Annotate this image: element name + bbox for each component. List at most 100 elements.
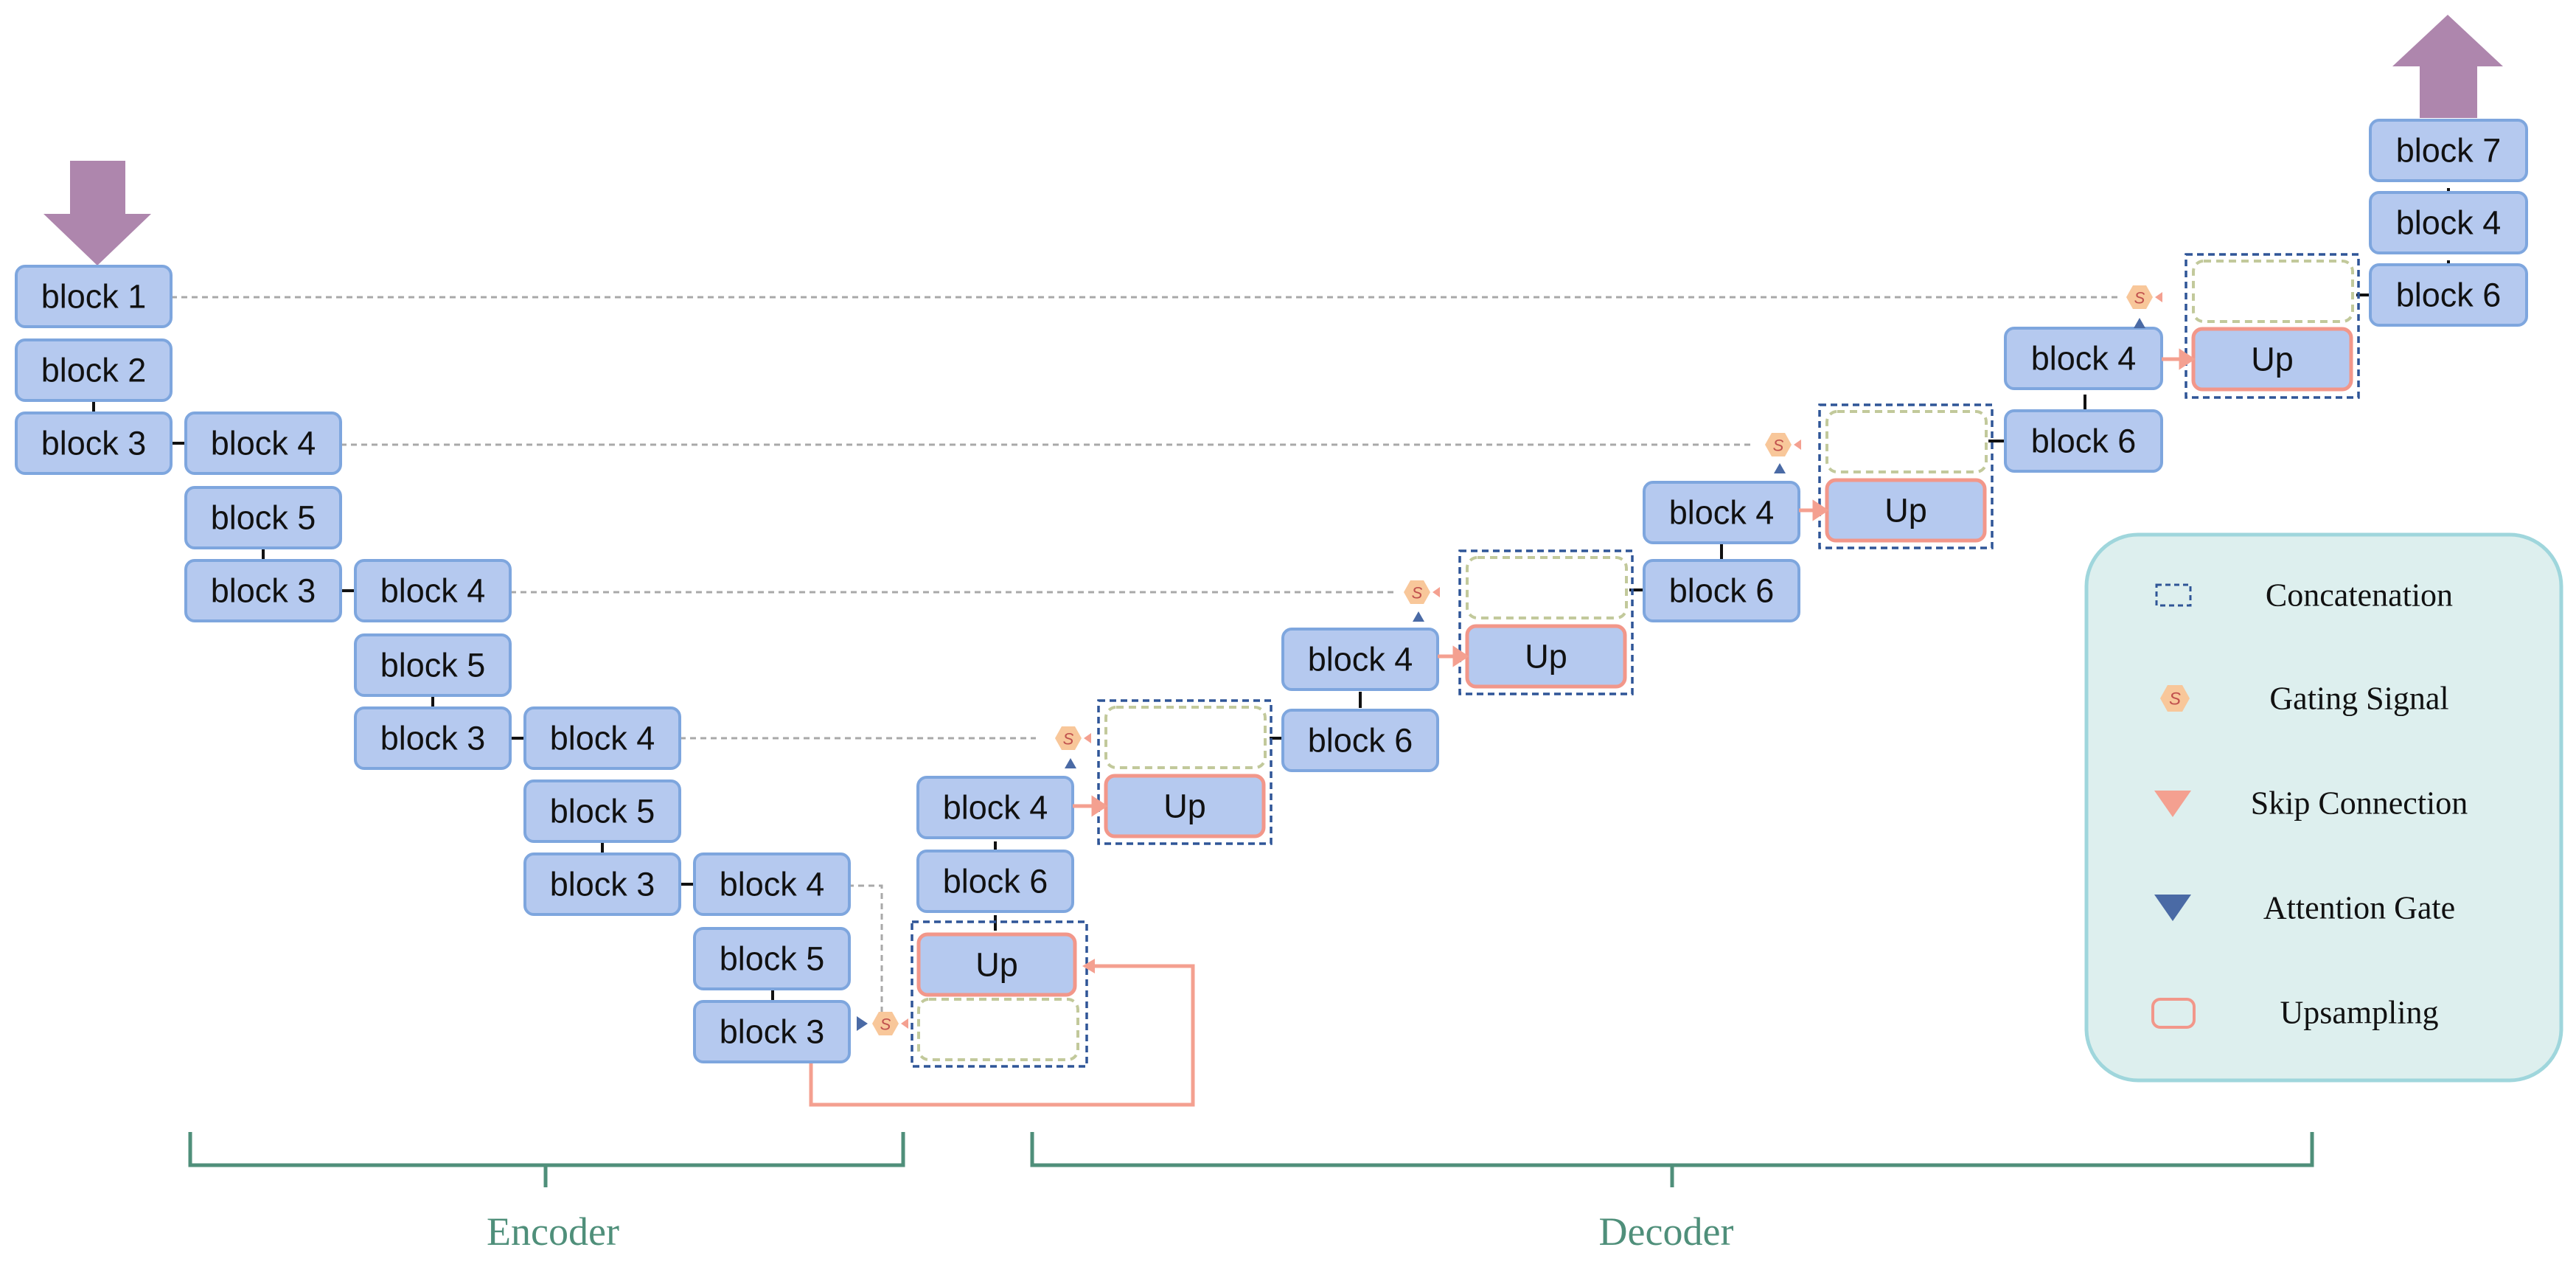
concatenation-icon <box>2155 583 2192 607</box>
concat-boxes <box>911 253 2360 1068</box>
skip-lines <box>171 296 2120 1021</box>
block-dec-b4a: block 4 <box>916 776 1074 839</box>
block-label: block 6 <box>1308 722 1413 760</box>
legend-attention-gate: Attention Gate <box>2263 890 2455 926</box>
encoder-brace <box>188 1132 905 1187</box>
decoder-brace <box>1030 1132 2314 1187</box>
block-dec-up4: Up <box>1825 478 1987 543</box>
block-enc-b2: block 2 <box>15 338 173 402</box>
block-enc-b3c: block 3 <box>354 706 512 770</box>
block-label: block 7 <box>2396 132 2502 170</box>
gating-signal-icon: S <box>2160 685 2190 712</box>
block-enc-b5a: block 5 <box>184 486 342 549</box>
block-enc-b3e: block 3 <box>693 1000 851 1063</box>
block-enc-b5c: block 5 <box>523 779 681 843</box>
legend-skip-connection: Skip Connection <box>2251 785 2468 822</box>
block-dec-b6a: block 6 <box>916 850 1074 913</box>
attention-gate-icon <box>1774 463 1786 473</box>
block-enc-b5d: block 5 <box>693 927 851 990</box>
block-label: block 4 <box>1308 641 1413 678</box>
block-label: block 2 <box>41 352 147 389</box>
block-label: block 4 <box>1669 494 1775 532</box>
block-label: Up <box>1525 638 1567 676</box>
block-label: block 4 <box>550 720 655 757</box>
legend-concatenation: Concatenation <box>2266 577 2453 614</box>
concat-box-4 <box>1818 403 1994 549</box>
block-dec-b6d: block 6 <box>2004 409 2163 473</box>
block-label: Up <box>1884 492 1927 529</box>
decoder-label: Decoder <box>1599 1209 1734 1254</box>
gating-glyph: S <box>1773 437 1784 455</box>
block-dec-b6b: block 6 <box>1281 709 1439 772</box>
block-label: block 3 <box>550 866 655 903</box>
block-label: Up <box>975 946 1018 984</box>
legend-upsampling: Upsampling <box>2280 995 2438 1031</box>
block-enc-b3a: block 3 <box>15 412 173 475</box>
skip-arrows <box>1073 348 2196 817</box>
block-enc-b1: block 1 <box>15 265 173 328</box>
block-dec-b6e: block 6 <box>2369 263 2528 327</box>
feature-placeholders <box>917 260 2354 1061</box>
legend-panel <box>2084 532 2563 1083</box>
block-label: block 5 <box>211 499 316 537</box>
block-label: block 3 <box>41 425 147 462</box>
block-label: block 6 <box>943 863 1048 900</box>
gating-signals: S S S S S <box>872 285 2162 1035</box>
gating-glyph: S <box>880 1015 891 1034</box>
block-enc-b4a: block 4 <box>184 412 342 475</box>
block-dec-up2: Up <box>1104 774 1266 838</box>
concat-box-2 <box>1097 699 1273 845</box>
block-label: block 5 <box>550 793 655 830</box>
concat-box-5 <box>2185 253 2360 399</box>
attention-gate-icon <box>2154 895 2191 921</box>
block-dec-up5: Up <box>2191 327 2353 392</box>
block-dec-b4c: block 4 <box>1643 481 1800 544</box>
block-enc-b5b: block 5 <box>354 633 512 697</box>
block-label: block 4 <box>380 572 486 610</box>
block-label: block 4 <box>2396 204 2502 242</box>
block-label: block 6 <box>2396 277 2502 314</box>
gating-glyph: S <box>2169 690 2181 709</box>
skip-connection-icon <box>2154 791 2191 817</box>
block-label: block 1 <box>41 278 147 316</box>
block-label: block 4 <box>943 789 1048 827</box>
concat-box-3 <box>1458 549 1634 695</box>
attention-gates <box>857 318 2145 1031</box>
residual-arrowhead <box>1082 959 1095 973</box>
block-dec-up1: Up <box>916 932 1077 997</box>
legend-gating-signal: Gating Signal <box>2269 681 2448 717</box>
block-label: Up <box>2251 341 2294 378</box>
block-enc-b3b: block 3 <box>184 559 342 622</box>
gating-signal-icon: S <box>872 1012 908 1035</box>
blocks: block 1 block 2 block 3 block 4 block 5 … <box>15 119 2528 1063</box>
block-dec-up3: Up <box>1465 624 1627 689</box>
block-enc-b4b: block 4 <box>354 559 512 622</box>
block-label: block 6 <box>1669 572 1775 610</box>
block-label: block 5 <box>380 647 486 684</box>
gating-signal-icon: S <box>1055 726 1091 750</box>
attention-gate-icon <box>1065 758 1076 768</box>
legend: Concatenation S Gating Signal Skip Conne… <box>2084 532 2563 1083</box>
block-dec-b4e: block 4 <box>2369 191 2528 254</box>
block-label: block 4 <box>211 425 316 462</box>
block-dec-b6c: block 6 <box>1643 559 1800 622</box>
block-enc-b4d: block 4 <box>693 852 851 916</box>
block-label: block 4 <box>720 866 825 903</box>
gating-glyph: S <box>2134 289 2145 308</box>
output-arrow <box>2392 15 2503 118</box>
block-enc-b4c: block 4 <box>523 706 681 770</box>
gating-signal-icon: S <box>1404 580 1440 604</box>
encoder-label: Encoder <box>487 1209 619 1254</box>
block-label: Up <box>1163 788 1206 825</box>
gating-signal-icon: S <box>2126 285 2162 309</box>
attention-gate-icon <box>2134 318 2145 328</box>
concat-box-1 <box>911 920 1088 1068</box>
decoder-connectors <box>994 188 2450 931</box>
block-label: block 3 <box>211 572 316 610</box>
gating-glyph: S <box>1412 584 1423 603</box>
attention-gate-icon <box>857 1016 868 1031</box>
gating-glyph: S <box>1063 730 1074 749</box>
input-arrow <box>43 161 151 265</box>
upsampling-icon <box>2151 998 2196 1029</box>
block-dec-b4b: block 4 <box>1281 628 1439 691</box>
